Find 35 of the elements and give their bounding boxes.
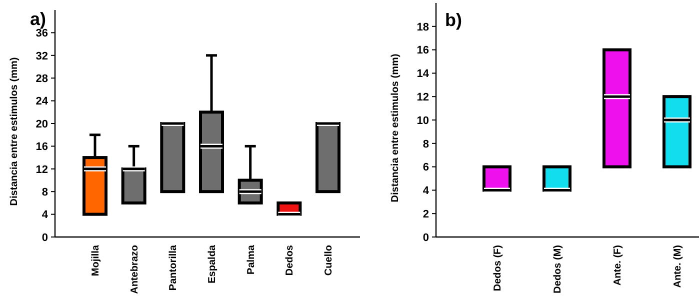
x-tick-label: Dedos <box>284 244 296 276</box>
x-tick-label: Ante. (F) <box>612 245 624 286</box>
y-tick-label: 24 <box>36 96 49 108</box>
y-tick-label: 14 <box>416 68 430 80</box>
y-tick-label: 0 <box>42 232 48 244</box>
y-tick-label: 6 <box>422 162 429 174</box>
x-tick-label: Cuello <box>324 245 334 276</box>
x-tick-label: Palma <box>246 244 257 274</box>
x-tick-label: Dedos (F) <box>492 245 504 292</box>
x-tick-label: Dedos (M) <box>552 245 564 294</box>
x-tick-label: Antebrazo <box>129 245 140 294</box>
y-tick-label: 4 <box>42 209 49 222</box>
y-tick-label: 4 <box>422 185 430 198</box>
y-tick-label: 28 <box>36 72 48 85</box>
y-tick-label: 16 <box>416 44 429 57</box>
y-tick-label: 0 <box>422 232 429 244</box>
y-tick-label: 12 <box>36 164 48 176</box>
y-tick-label: 18 <box>416 21 429 34</box>
y-tick-label: 8 <box>42 186 48 198</box>
x-tick-label: Espalda <box>207 244 218 284</box>
y-tick-label: 8 <box>422 138 429 150</box>
y-tick-label: 2 <box>422 208 429 220</box>
y-axis-title: Distancia entre estimulos (mm) <box>9 57 20 206</box>
y-tick-label: 20 <box>36 118 48 130</box>
chart-title: b) <box>445 10 462 30</box>
y-tick-label: 16 <box>36 141 48 154</box>
chart-title: a) <box>30 9 46 29</box>
y-tick-label: 10 <box>416 114 429 127</box>
x-tick-label: Mojilla <box>90 244 102 276</box>
y-tick-label: 32 <box>36 50 48 62</box>
y-axis-title: Distancia entre estimulos (mm) <box>390 54 401 202</box>
y-tick-label: 36 <box>36 28 48 40</box>
x-tick-label: Ante. (M) <box>672 245 684 288</box>
y-tick-label: 12 <box>416 91 429 104</box>
x-tick-label: Pantorilla <box>168 244 180 291</box>
